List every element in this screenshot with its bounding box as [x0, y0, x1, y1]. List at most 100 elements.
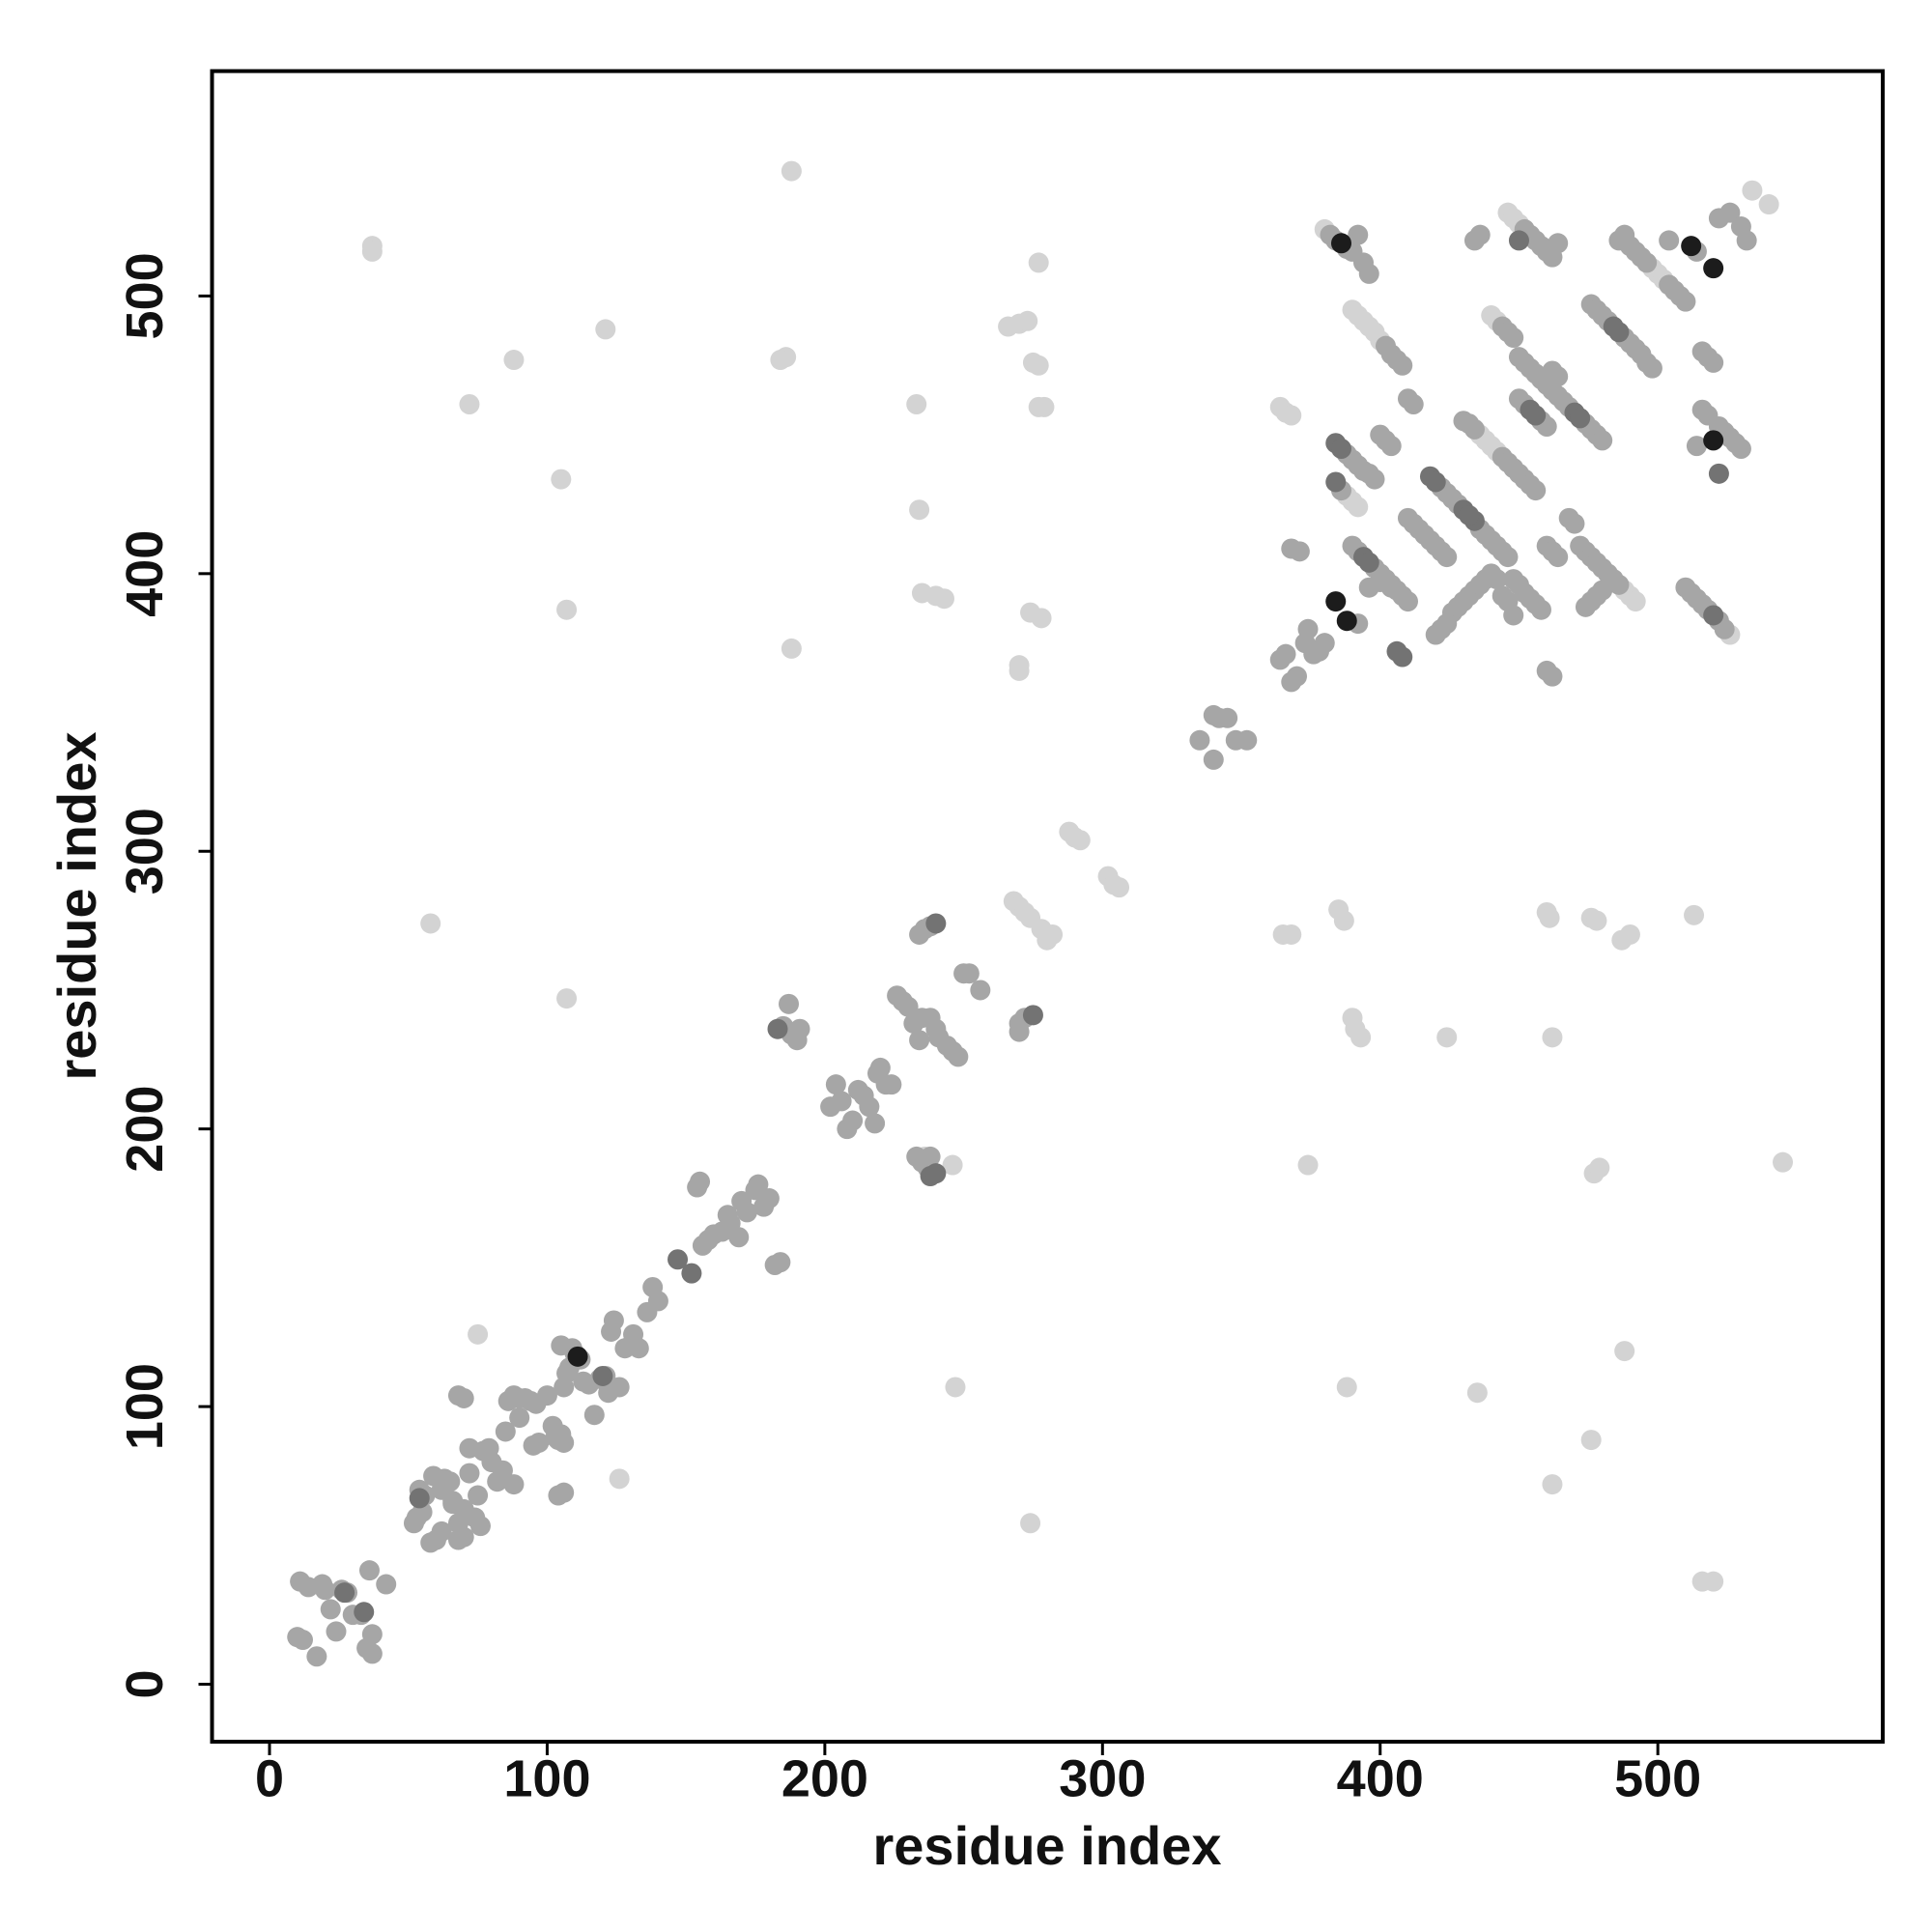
point: [897, 996, 919, 1017]
y-tick-label: 400: [116, 530, 174, 617]
point: [1625, 591, 1646, 612]
point: [320, 1599, 341, 1620]
point: [948, 1046, 969, 1067]
point: [1619, 923, 1640, 945]
point: [1675, 291, 1696, 312]
point: [1714, 618, 1735, 639]
point: [361, 1624, 383, 1645]
point: [1297, 618, 1319, 639]
point: [1592, 430, 1613, 451]
point: [1730, 438, 1751, 459]
point: [495, 1421, 516, 1442]
point: [1542, 1027, 1563, 1048]
point: [556, 599, 578, 620]
point: [1530, 599, 1551, 620]
point: [1358, 552, 1379, 573]
point: [970, 980, 991, 1001]
point: [1525, 405, 1547, 426]
point: [1708, 463, 1729, 484]
point: [1392, 646, 1413, 668]
point: [1742, 180, 1763, 201]
point: [1564, 513, 1585, 534]
point: [909, 499, 930, 521]
point: [1508, 230, 1529, 251]
y-tick-label: 200: [116, 1086, 174, 1173]
point: [1336, 611, 1357, 632]
point: [453, 1526, 474, 1548]
point: [554, 1482, 575, 1503]
point: [1459, 504, 1480, 526]
point: [431, 1520, 452, 1542]
point: [781, 638, 802, 659]
point: [592, 1365, 613, 1386]
point: [1017, 310, 1038, 331]
point: [1614, 1341, 1635, 1362]
point: [1580, 1430, 1602, 1451]
point: [770, 350, 791, 371]
point: [1542, 666, 1563, 687]
point: [503, 350, 525, 371]
point: [1028, 355, 1049, 376]
point: [1275, 643, 1296, 665]
point: [1608, 322, 1630, 343]
point: [865, 1113, 886, 1134]
point: [758, 1188, 780, 1209]
point: [1364, 469, 1385, 490]
point: [1548, 547, 1569, 568]
point: [492, 1460, 513, 1481]
point: [1203, 704, 1224, 725]
point: [825, 1074, 846, 1095]
point: [842, 1110, 864, 1131]
point: [690, 1171, 711, 1192]
point: [1331, 438, 1352, 459]
point: [728, 1227, 750, 1248]
point: [647, 1291, 668, 1312]
point: [942, 1154, 963, 1176]
point: [781, 160, 802, 182]
point: [1703, 1571, 1724, 1592]
point: [869, 1057, 891, 1078]
point: [1109, 877, 1130, 898]
point: [958, 963, 980, 984]
point: [1758, 194, 1779, 215]
point: [595, 319, 616, 340]
point: [1281, 405, 1302, 426]
point: [681, 1263, 702, 1284]
point: [945, 1377, 966, 1398]
point: [1069, 830, 1091, 851]
point: [1681, 236, 1702, 257]
point: [551, 469, 572, 490]
point: [1350, 1027, 1372, 1048]
point: [503, 1474, 525, 1495]
point: [881, 1074, 902, 1095]
point: [453, 1387, 474, 1408]
point: [358, 1560, 380, 1581]
point: [736, 1202, 757, 1223]
point: [628, 1338, 649, 1359]
x-tick-label: 0: [255, 1749, 284, 1807]
point: [292, 1630, 313, 1651]
point: [1586, 910, 1607, 931]
point: [1348, 497, 1369, 518]
point: [459, 394, 480, 415]
point: [925, 913, 947, 934]
point: [925, 1163, 947, 1184]
point: [1703, 258, 1724, 279]
point: [554, 1432, 575, 1453]
point: [1331, 233, 1352, 254]
point: [1486, 569, 1507, 590]
point: [1425, 471, 1446, 493]
point: [1189, 729, 1210, 751]
point: [468, 1485, 489, 1506]
point: [933, 588, 954, 610]
point: [1380, 577, 1402, 598]
point: [1287, 666, 1308, 687]
point: [1042, 923, 1064, 945]
point: [314, 1579, 335, 1601]
point: [1031, 608, 1052, 629]
point: [1466, 1382, 1488, 1404]
point: [1236, 729, 1258, 751]
point: [1325, 591, 1347, 612]
y-tick-label: 500: [116, 252, 174, 339]
point: [1469, 224, 1491, 245]
